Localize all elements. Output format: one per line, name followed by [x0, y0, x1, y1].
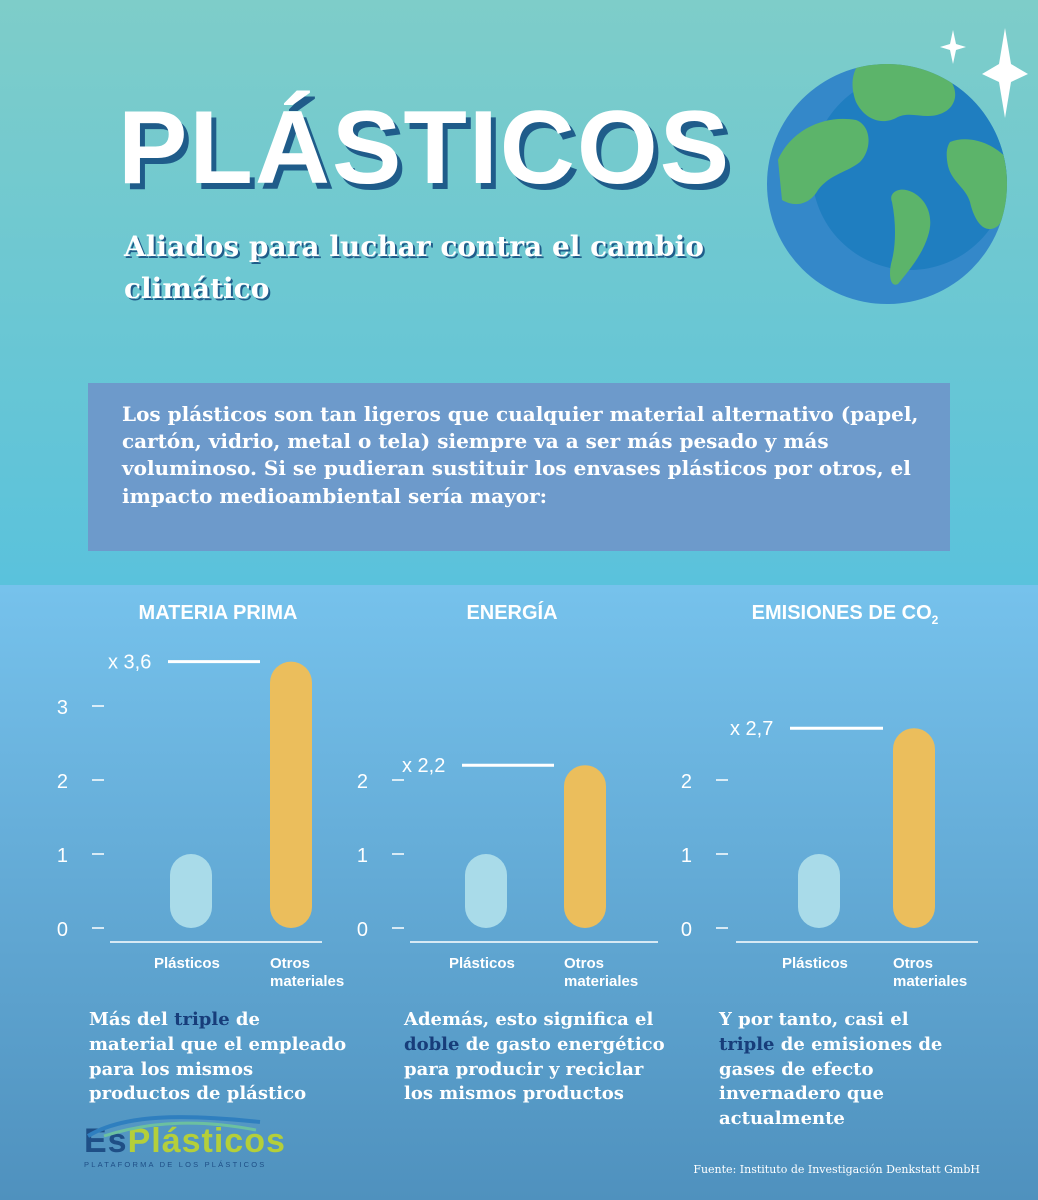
brand-tagline: PLATAFORMA DE LOS PLÁSTICOS [84, 1160, 267, 1169]
chart-energia: 0 1 2 Plásticos Otros materiales x 2,2 [357, 755, 658, 990]
page-title: PLÁSTICOS [118, 90, 732, 206]
x-category-label: Otros materiales [270, 955, 344, 990]
x-category-label: Otros materiales [893, 955, 967, 990]
brand-plasticos: Plásticos [127, 1122, 286, 1160]
caption-highlight: triple [174, 1009, 230, 1030]
y-tick-label: 2 [681, 771, 692, 793]
intro-box: Los plásticos son tan ligeros que cualqu… [88, 383, 950, 551]
bar-otros-materiales [564, 765, 606, 928]
chart-title-materia-prima: MATERIA PRIMA [118, 602, 318, 625]
logo-wave-icon [86, 1115, 261, 1138]
y-tick-label: 1 [357, 845, 368, 867]
bar-otros-materiales [893, 728, 935, 928]
y-tick-label: 1 [681, 845, 692, 867]
intro-text: Los plásticos son tan ligeros que cualqu… [122, 402, 919, 508]
chart-title-text: EMISIONES DE CO [751, 602, 932, 624]
caption-emisiones: Y por tanto, casi el triple de emisiones… [719, 1008, 969, 1132]
y-tick-label: 0 [57, 919, 68, 941]
bar-annotation: x 2,7 [730, 718, 773, 740]
earth-globe-icon [767, 28, 1028, 304]
caption-text: Más del [89, 1009, 175, 1030]
x-category-label: Otros materiales [564, 955, 638, 990]
x-category-label: Plásticos [782, 955, 848, 972]
y-tick-label: 0 [357, 919, 368, 941]
brand-logo: EsPlásticos PLATAFORMA DE LOS PLÁSTICOS [84, 1115, 286, 1169]
bar-annotation: x 3,6 [108, 652, 151, 674]
caption-text: de emisiones de gases de efecto invernad… [719, 1033, 943, 1130]
caption-text: Además, esto significa el [404, 1009, 654, 1030]
bar-otros-materiales [270, 661, 312, 928]
caption-text: Y por tanto, casi el [719, 1009, 909, 1030]
y-tick-label: 2 [357, 771, 368, 793]
chart-title-text: ENERGÍA [466, 602, 558, 624]
caption-text: de gasto energético para producir y reci… [404, 1033, 665, 1105]
bar-plasticos [170, 854, 212, 928]
sparkle-small-icon [940, 30, 966, 64]
bar-annotation: x 2,2 [402, 755, 445, 777]
x-category-label: Plásticos [449, 955, 515, 972]
chart-title-emisiones: EMISIONES DE CO2 [730, 602, 960, 627]
caption-energia: Además, esto significa el doble de gasto… [404, 1008, 674, 1107]
y-tick-label: 1 [57, 845, 68, 867]
bar-plasticos [798, 854, 840, 928]
caption-text: de material que el empleado para los mis… [89, 1009, 347, 1105]
caption-materia-prima: Más del triple de material que el emplea… [89, 1008, 349, 1107]
source-note: Fuente: Instituto de Investigación Denks… [693, 1163, 980, 1176]
chart-title-energia: ENERGÍA [412, 602, 612, 625]
chart-materia-prima: 0 1 2 3 Plásticos Otros materiales x 3,6 [57, 652, 344, 990]
caption-highlight: doble [404, 1033, 460, 1055]
chart-title-subscript: 2 [931, 613, 939, 627]
y-tick-label: 0 [681, 919, 692, 941]
y-tick-label: 2 [57, 771, 68, 793]
chart-emisiones: 0 1 2 Plásticos Otros materiales x 2,7 [681, 718, 978, 990]
page-subtitle: Aliados para luchar contra el cambio cli… [124, 230, 704, 305]
x-category-label: Plásticos [154, 955, 220, 972]
y-tick-label: 3 [57, 697, 68, 719]
chart-title-text: MATERIA PRIMA [138, 602, 298, 624]
bar-plasticos [465, 854, 507, 928]
caption-highlight: triple [719, 1033, 775, 1055]
sparkle-icon [982, 28, 1028, 118]
